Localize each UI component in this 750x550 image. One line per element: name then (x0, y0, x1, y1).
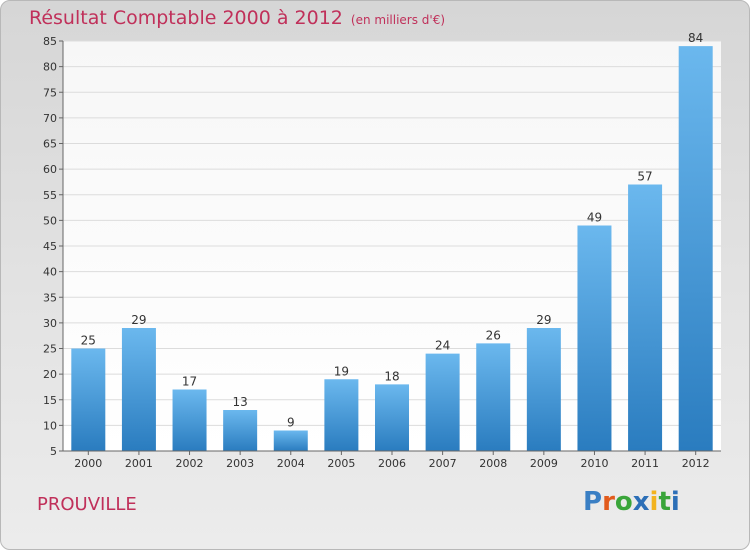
proxiti-logo[interactable]: Proxiti (583, 487, 680, 517)
logo-letter: i (670, 487, 680, 517)
y-tick-label: 15 (43, 394, 57, 407)
bar-2006 (375, 384, 409, 451)
x-tick-label-2009: 2009 (530, 457, 558, 470)
bar-2002 (172, 389, 207, 451)
x-tick-label-2005: 2005 (327, 457, 355, 470)
y-tick-label: 60 (43, 163, 57, 176)
bar-2007 (425, 353, 460, 451)
y-tick-label: 80 (43, 61, 57, 74)
x-tick-label-2004: 2004 (277, 457, 305, 470)
bar-2000 (71, 348, 106, 451)
value-label-2009: 29 (536, 313, 551, 327)
value-label-2004: 9 (287, 416, 295, 430)
logo-letter: i (649, 487, 659, 517)
x-tick-label-2012: 2012 (682, 457, 710, 470)
bar-2009 (526, 328, 561, 451)
y-tick-label: 5 (50, 445, 57, 458)
logo-letter: P (583, 487, 603, 517)
y-tick-label: 20 (43, 368, 57, 381)
y-tick-label: 65 (43, 138, 57, 151)
value-label-2010: 49 (587, 211, 602, 225)
town-name: PROUVILLE (37, 494, 137, 515)
bar-2012 (678, 46, 713, 451)
y-tick-label: 30 (43, 317, 57, 330)
y-tick-label: 45 (43, 240, 57, 253)
value-label-2012: 84 (688, 31, 703, 45)
y-tick-label: 85 (43, 35, 57, 48)
y-tick-label: 70 (43, 112, 57, 125)
x-tick-label-2008: 2008 (479, 457, 507, 470)
value-label-2002: 17 (182, 375, 197, 389)
value-label-2007: 24 (435, 339, 450, 353)
y-tick-label: 55 (43, 189, 57, 202)
y-tick-label: 10 (43, 419, 57, 432)
x-tick-label-2000: 2000 (74, 457, 102, 470)
value-label-2005: 19 (334, 364, 349, 378)
y-tick-label: 35 (43, 291, 57, 304)
chart-title: Résultat Comptable 2000 à 2012 (en millie… (29, 7, 446, 29)
y-tick-label: 75 (43, 86, 57, 99)
value-label-2001: 29 (131, 313, 146, 327)
x-tick-labels: 2000 2001 2002 2003 2004 2005 2006 2007 2008 2009… (74, 451, 710, 470)
logo-letter: t (658, 487, 671, 517)
value-label-2000: 25 (81, 334, 96, 348)
bar-2004 (273, 430, 308, 451)
logo-letter: o (614, 487, 633, 517)
y-tick-label: 50 (43, 214, 57, 227)
value-label-2003: 13 (233, 395, 248, 409)
x-tick-label-2010: 2010 (580, 457, 608, 470)
logo-letter: r (602, 487, 615, 517)
logo-letter: x (632, 487, 650, 517)
bar-2003 (223, 410, 258, 451)
bar-2010 (577, 225, 612, 451)
x-tick-label-2007: 2007 (429, 457, 457, 470)
value-label-2008: 26 (486, 328, 501, 342)
y-tick-labels: 5 10 15 20 25 30 35 40 45 50 55 60 65 70 75 80 85 (43, 35, 63, 458)
y-tick-label: 25 (43, 343, 57, 356)
value-label-2011: 57 (637, 170, 652, 184)
bar-2008 (476, 343, 511, 451)
value-label-2006: 18 (384, 369, 399, 383)
x-tick-label-2002: 2002 (176, 457, 204, 470)
x-tick-label-2001: 2001 (125, 457, 153, 470)
bar-2005 (324, 379, 359, 451)
chart-subtitle: (en milliers d'€) (350, 13, 446, 27)
bar-2001 (121, 328, 156, 451)
x-tick-label-2003: 2003 (226, 457, 254, 470)
y-tick-label: 40 (43, 266, 57, 279)
x-tick-label-2006: 2006 (378, 457, 406, 470)
x-tick-label-2011: 2011 (631, 457, 659, 470)
bars-group: 25 29 17 13 9 19 18 24 26 29 49 57 84 (71, 31, 713, 451)
bar-2011 (628, 184, 663, 451)
